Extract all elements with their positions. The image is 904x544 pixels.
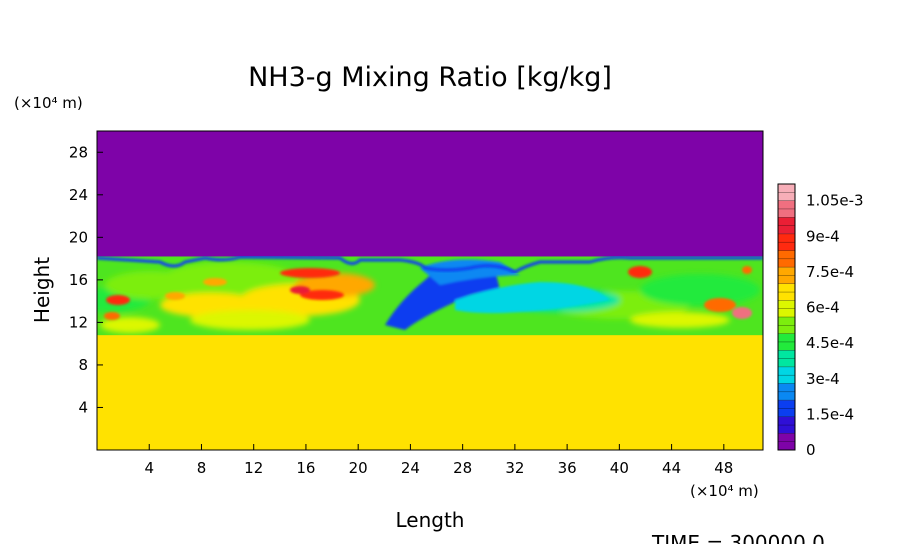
- x-tick-label: 20: [349, 459, 368, 477]
- x-tick-label: 28: [453, 459, 472, 477]
- hot-patch: [704, 298, 736, 312]
- plot-area: [97, 131, 763, 450]
- colorbar-tick-label: 3e-4: [806, 370, 840, 388]
- x-tick-label: 24: [401, 459, 420, 477]
- y-axis-unit: (×10⁴ m): [14, 94, 83, 112]
- hot-patch: [203, 278, 227, 286]
- y-tick-label: 16: [69, 271, 88, 289]
- plot-frame: [96, 130, 764, 451]
- colorbar: 1.05e-3 9e-4 7.5e-4 6e-4 4.5e-4 3e-4 1.5e-4 0: [777, 183, 864, 459]
- y-axis: 4 8 12 16 20 24 28: [69, 143, 103, 416]
- hot-patch: [732, 307, 752, 319]
- y-tick-label: 28: [69, 143, 88, 161]
- mixing-patch: [100, 317, 160, 333]
- y-tick-label: 8: [78, 356, 88, 374]
- hot-patch: [280, 268, 340, 278]
- time-label: TIME = 300000.0: [651, 531, 825, 544]
- y-tick-label: 4: [78, 398, 88, 416]
- mixed-layer: [97, 255, 763, 340]
- y-tick-label: 20: [69, 228, 88, 246]
- x-axis: 4 8 12 16 20 24 28 32 36 40 44 48: [144, 444, 733, 477]
- mixing-patch: [630, 312, 730, 328]
- chart-title: NH3-g Mixing Ratio [kg/kg]: [248, 62, 612, 93]
- layer-top-line: [97, 255, 763, 274]
- mixing-patch: [190, 310, 310, 330]
- colorbar-tick-label: 9e-4: [806, 227, 840, 245]
- x-tick-label: 44: [662, 459, 681, 477]
- colorbar-tick-label: 1.5e-4: [806, 405, 854, 423]
- layer-top-boundary: [97, 255, 763, 274]
- colorbar-tick-label: 7.5e-4: [806, 263, 854, 281]
- hot-patch: [742, 266, 752, 274]
- x-tick-label: 8: [197, 459, 207, 477]
- x-tick-label: 4: [144, 459, 154, 477]
- y-axis-label: Height: [30, 257, 54, 323]
- hot-patch: [290, 286, 310, 294]
- mixing-patch: [640, 274, 760, 306]
- colorbar-frame: [777, 183, 796, 451]
- x-tick-label: 36: [558, 459, 577, 477]
- hot-patch: [628, 266, 652, 278]
- colorbar-tick-label: 6e-4: [806, 299, 840, 317]
- lower-region: [97, 335, 763, 450]
- colorbar-tick-label: 1.05e-3: [806, 192, 864, 210]
- x-axis-label: Length: [396, 508, 465, 532]
- x-axis-unit: (×10⁴ m): [690, 482, 759, 500]
- plume-tail: [455, 282, 610, 314]
- x-tick-label: 48: [714, 459, 733, 477]
- x-tick-label: 16: [296, 459, 315, 477]
- hot-patch: [106, 295, 130, 305]
- hot-patch: [300, 290, 344, 300]
- y-tick-label: 12: [69, 313, 88, 331]
- colorbar-tick-label: 0: [806, 441, 816, 459]
- x-tick-label: 32: [505, 459, 524, 477]
- x-tick-label: 40: [610, 459, 629, 477]
- colorbar-tick-label: 4.5e-4: [806, 334, 854, 352]
- y-tick-label: 24: [69, 186, 88, 204]
- x-tick-label: 12: [244, 459, 263, 477]
- hot-patches: [104, 266, 752, 320]
- hot-patch: [165, 292, 185, 300]
- hot-patch: [104, 312, 120, 320]
